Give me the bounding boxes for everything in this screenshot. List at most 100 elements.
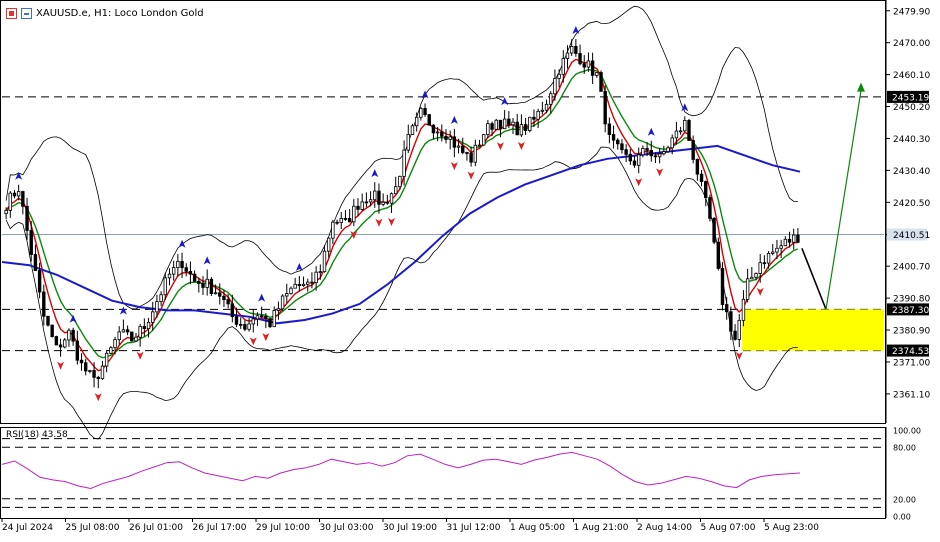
candle[interactable] — [402, 140, 406, 186]
candle[interactable] — [481, 133, 486, 146]
candle[interactable] — [310, 272, 314, 289]
candle[interactable] — [100, 360, 105, 380]
candle[interactable] — [104, 351, 109, 373]
candle[interactable] — [729, 306, 733, 341]
candle[interactable] — [670, 134, 674, 155]
candle[interactable] — [167, 268, 172, 286]
candle[interactable] — [318, 264, 323, 280]
candle[interactable] — [109, 345, 113, 355]
candle[interactable] — [88, 369, 92, 374]
candle[interactable] — [607, 117, 612, 144]
candle[interactable] — [616, 138, 620, 150]
candle[interactable] — [582, 55, 586, 74]
window-icon[interactable] — [21, 7, 32, 19]
candle[interactable] — [461, 137, 465, 155]
candle[interactable] — [247, 317, 251, 332]
candle[interactable] — [251, 309, 255, 333]
candle[interactable] — [745, 268, 750, 303]
candle[interactable] — [469, 146, 473, 167]
candle[interactable] — [490, 121, 494, 136]
candle[interactable] — [222, 289, 226, 307]
candle[interactable] — [771, 244, 775, 256]
candle[interactable] — [347, 209, 352, 223]
candle[interactable] — [712, 217, 716, 245]
candle[interactable] — [75, 330, 80, 365]
candle[interactable] — [79, 353, 84, 371]
candle[interactable] — [498, 119, 503, 138]
candle[interactable] — [314, 266, 318, 291]
candle[interactable] — [197, 277, 201, 293]
candle[interactable] — [683, 116, 687, 133]
candle[interactable] — [699, 169, 704, 187]
candle[interactable] — [188, 261, 193, 285]
candle[interactable] — [289, 286, 293, 295]
candle[interactable] — [176, 253, 180, 277]
candle[interactable] — [83, 358, 88, 376]
candle[interactable] — [540, 101, 545, 115]
candle[interactable] — [360, 193, 364, 211]
candle[interactable] — [691, 135, 695, 164]
candle[interactable] — [733, 324, 737, 341]
candle[interactable] — [92, 362, 96, 388]
candle[interactable] — [306, 278, 310, 292]
candle[interactable] — [553, 69, 557, 101]
candle[interactable] — [435, 127, 440, 142]
candle[interactable] — [4, 207, 8, 220]
candle[interactable] — [339, 212, 343, 230]
candle[interactable] — [528, 116, 532, 133]
candle[interactable] — [456, 138, 461, 154]
candle[interactable] — [25, 197, 29, 240]
candle[interactable] — [293, 277, 297, 289]
candle[interactable] — [741, 290, 746, 327]
candle[interactable] — [205, 269, 209, 296]
candle[interactable] — [389, 192, 394, 213]
candle[interactable] — [783, 236, 788, 247]
candle[interactable] — [569, 39, 574, 56]
candle[interactable] — [42, 284, 46, 326]
candle[interactable] — [414, 112, 419, 132]
candle[interactable] — [381, 193, 385, 207]
stop-icon[interactable] — [6, 7, 17, 19]
candle[interactable] — [398, 175, 402, 190]
candle[interactable] — [523, 117, 528, 135]
candle[interactable] — [21, 190, 25, 215]
candle[interactable] — [54, 335, 59, 346]
candle[interactable] — [113, 336, 117, 355]
candle[interactable] — [507, 111, 511, 129]
candle[interactable] — [352, 199, 356, 227]
candle[interactable] — [624, 144, 628, 163]
candle[interactable] — [708, 194, 712, 222]
candle[interactable] — [724, 296, 729, 320]
candle[interactable] — [343, 210, 348, 221]
candle[interactable] — [754, 272, 758, 281]
candle[interactable] — [477, 139, 482, 147]
candle[interactable] — [511, 118, 515, 135]
candle[interactable] — [356, 198, 360, 217]
candle[interactable] — [549, 91, 553, 114]
candle[interactable] — [641, 145, 645, 158]
candle[interactable] — [775, 239, 779, 260]
candle[interactable] — [628, 148, 633, 165]
candle[interactable] — [737, 313, 741, 348]
candle[interactable] — [192, 270, 197, 283]
candle[interactable] — [50, 324, 54, 338]
candle[interactable] — [63, 337, 67, 349]
candle[interactable] — [637, 147, 641, 174]
candle[interactable] — [419, 106, 423, 121]
candle[interactable] — [720, 262, 725, 311]
candle[interactable] — [649, 140, 653, 162]
candle[interactable] — [444, 129, 448, 144]
candle[interactable] — [394, 176, 398, 195]
candle[interactable] — [29, 220, 33, 262]
candle[interactable] — [674, 122, 679, 145]
candle[interactable] — [574, 39, 578, 57]
candle[interactable] — [264, 313, 268, 329]
candle[interactable] — [331, 219, 335, 245]
candle[interactable] — [163, 272, 167, 300]
candle[interactable] — [226, 294, 230, 309]
candle[interactable] — [218, 283, 222, 305]
candle[interactable] — [586, 52, 591, 72]
candle[interactable] — [410, 123, 415, 135]
candle[interactable] — [125, 325, 130, 336]
